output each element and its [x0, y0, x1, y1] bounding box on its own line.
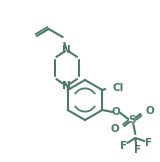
Text: O: O: [111, 124, 119, 134]
Text: F: F: [145, 138, 152, 148]
Text: F: F: [120, 141, 127, 151]
Text: S: S: [129, 115, 136, 125]
Text: O: O: [145, 106, 154, 116]
Text: N: N: [62, 81, 71, 91]
Text: F: F: [134, 145, 141, 155]
Text: O: O: [112, 107, 121, 117]
Text: N: N: [62, 81, 71, 91]
Text: Cl: Cl: [112, 83, 124, 93]
Text: N: N: [62, 45, 71, 55]
